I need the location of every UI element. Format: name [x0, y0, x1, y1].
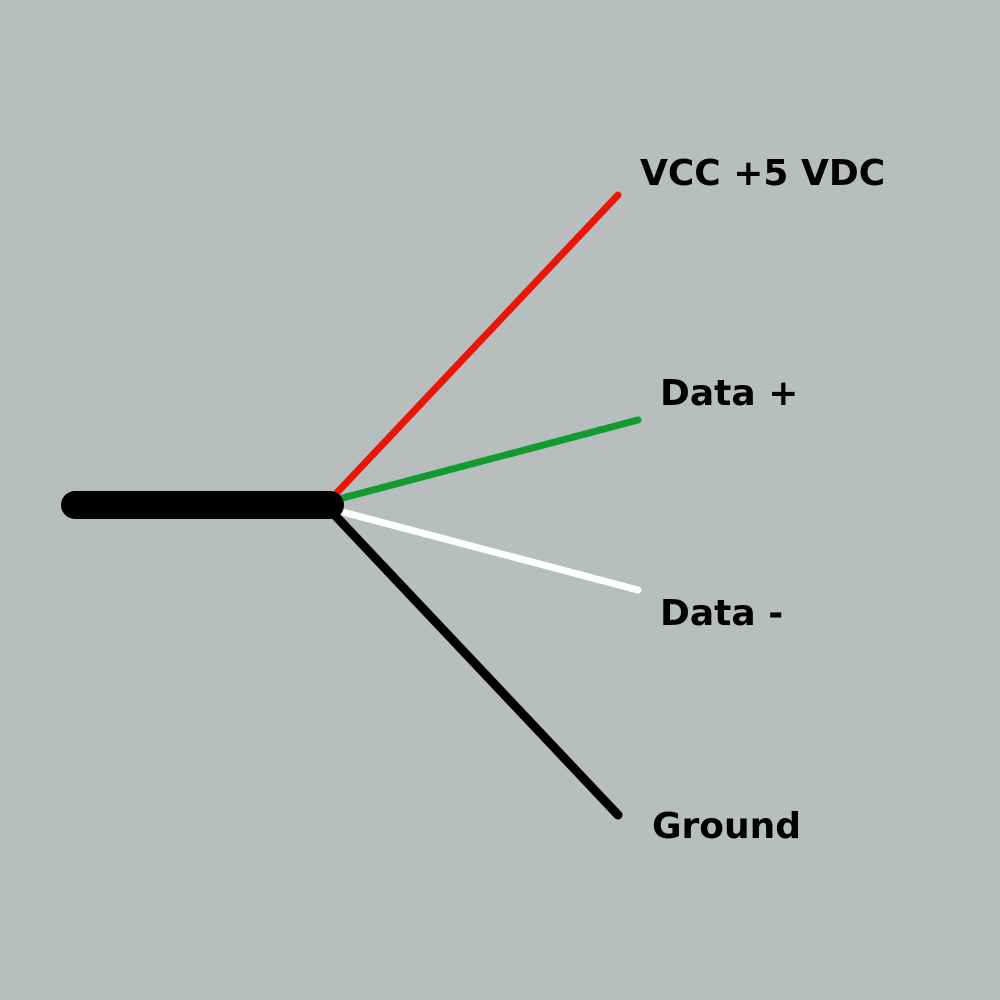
label-vcc: VCC +5 VDC — [640, 153, 885, 194]
label-data-plus: Data + — [660, 373, 798, 414]
usb-wire-diagram: VCC +5 VDC Data + Data - Ground — [0, 0, 1000, 1000]
label-data-minus: Data - — [660, 593, 783, 634]
label-ground: Ground — [652, 806, 801, 847]
